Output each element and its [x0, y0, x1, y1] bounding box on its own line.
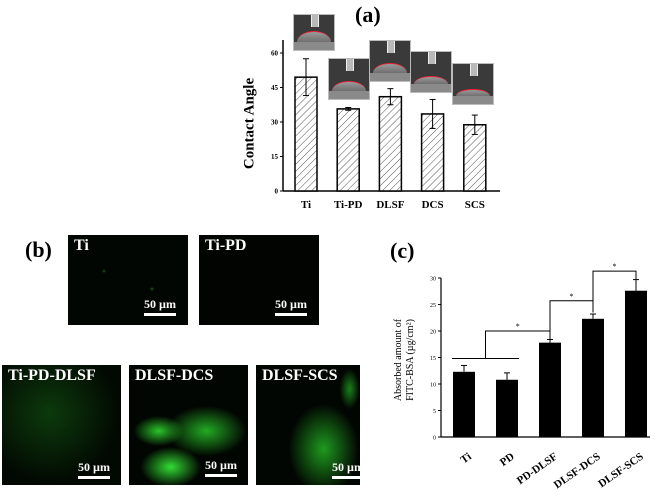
- panel-a-label: (a): [355, 2, 381, 27]
- micrograph-label: DLSF-DCS: [135, 367, 214, 384]
- svg-text:10: 10: [430, 383, 436, 389]
- micrograph-label: Ti: [74, 237, 89, 254]
- svg-text:SCS: SCS: [465, 199, 485, 211]
- svg-text:15: 15: [271, 153, 279, 161]
- svg-text:25: 25: [430, 303, 436, 309]
- panel-c-label: (c): [390, 238, 415, 263]
- svg-text:*: *: [570, 292, 574, 301]
- micrograph-dlsf-scs: DLSF-SCS 50 µm: [256, 365, 360, 485]
- micrograph-ti-pd: Ti-PD 50 µm: [199, 235, 319, 325]
- svg-text:DCS: DCS: [422, 199, 444, 211]
- micrograph-dlsf-dcs: DLSF-DCS 50 µm: [129, 365, 248, 485]
- svg-text:*: *: [516, 322, 520, 331]
- micrograph-label: Ti-PD: [205, 237, 247, 254]
- svg-text:45: 45: [271, 84, 279, 92]
- micrograph-ti: Ti 50 µm: [68, 235, 188, 325]
- scale-bar: 50 µm: [205, 458, 237, 477]
- scale-bar: 50 µm: [144, 297, 176, 316]
- chart-a: 0 15 30 45 60 Ti Ti-PD DLSF DCS SCS: [271, 40, 500, 211]
- svg-text:DLSF: DLSF: [376, 199, 404, 211]
- svg-text:20: 20: [430, 330, 436, 336]
- scale-bar: 50 µm: [275, 297, 307, 316]
- svg-text:Ti: Ti: [458, 451, 473, 467]
- svg-text:Ti: Ti: [301, 199, 311, 211]
- svg-text:DLSF-DCS: DLSF-DCS: [552, 451, 603, 492]
- droplet-image-dcs: [410, 51, 452, 93]
- micrograph-label: Ti-PD-DLSF: [8, 367, 96, 384]
- svg-text:5: 5: [433, 409, 436, 415]
- svg-text:30: 30: [430, 277, 436, 283]
- svg-text:*: *: [613, 262, 617, 271]
- svg-text:15: 15: [430, 356, 436, 362]
- svg-text:PD: PD: [498, 451, 517, 469]
- droplet-image-ti-pd: [328, 58, 370, 100]
- svg-text:30: 30: [271, 119, 279, 127]
- micrograph-ti-pd-dlsf: Ti-PD-DLSF 50 µm: [2, 365, 121, 485]
- micrograph-label: DLSF-SCS: [262, 367, 338, 384]
- svg-text:Ti-PD: Ti-PD: [334, 199, 363, 211]
- svg-text:60: 60: [271, 50, 279, 58]
- svg-text:DLSF-SCS: DLSF-SCS: [596, 451, 645, 491]
- svg-text:0: 0: [275, 188, 279, 196]
- scale-bar: 50 µm: [332, 460, 360, 479]
- panel-b-label: (b): [25, 237, 52, 262]
- droplet-image-ti: [293, 14, 335, 51]
- scale-bar: 50 µm: [78, 460, 110, 479]
- droplet-image-scs: [452, 63, 494, 105]
- svg-text:0: 0: [433, 436, 436, 442]
